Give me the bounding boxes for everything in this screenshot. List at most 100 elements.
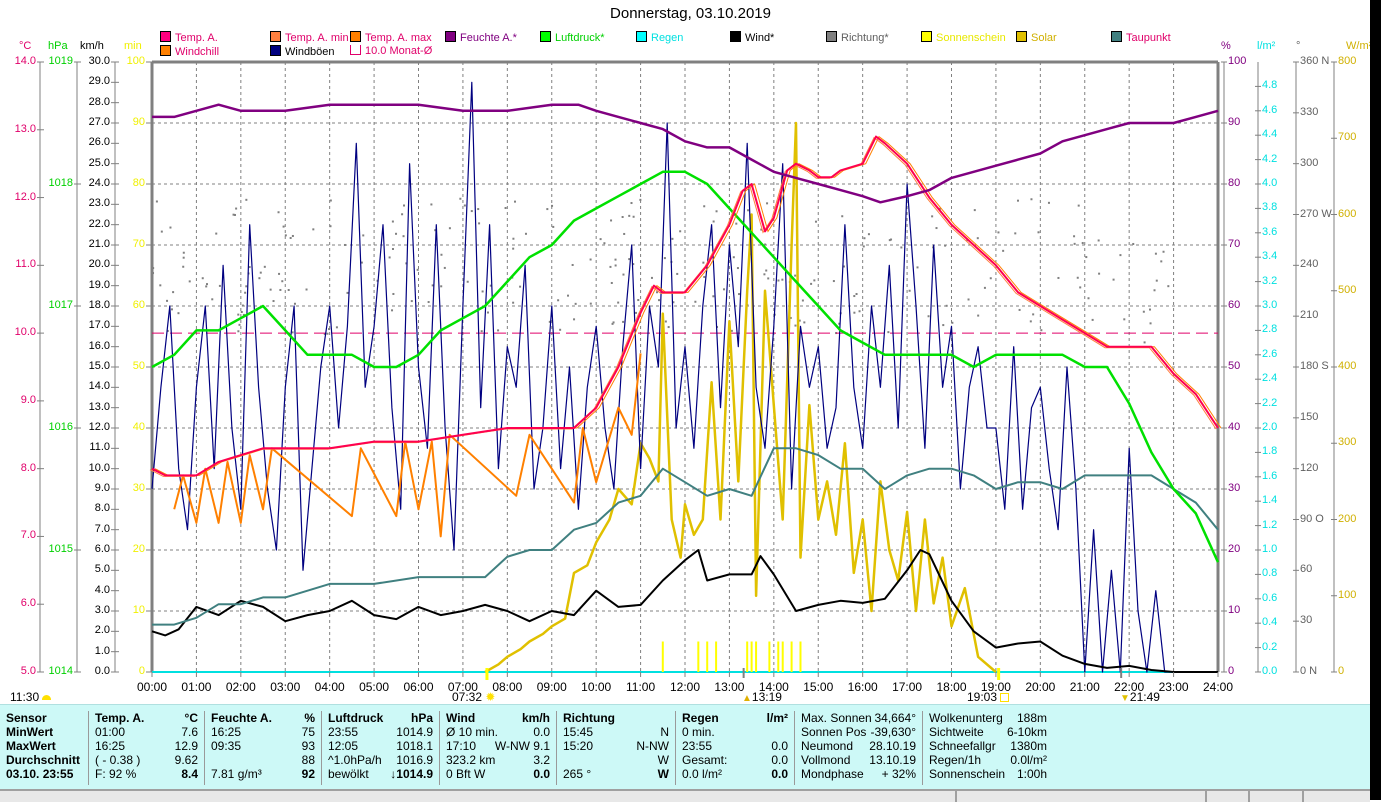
axis-unit-label: hPa [48,40,68,52]
stats-panel: Sensor MinWert MaxWert Durchschnitt 03.1… [0,704,1370,789]
y-tick-label: 1.8 [1262,445,1278,458]
misc-value: 188m [1016,711,1047,725]
direction-point [552,225,555,228]
sunshine-bar [661,641,664,672]
direction-point [1014,232,1017,235]
sunset-time: 19:03 [967,690,998,704]
temp-trend: ( - 0.38 ) [95,753,141,767]
direction-point [559,328,562,331]
direction-point [1132,242,1135,245]
y-tick-label: 7.0 [94,522,110,535]
axis-unit-label: l/m² [1257,40,1276,52]
direction-point [205,285,208,288]
direction-max-time: 15:20 [563,739,594,753]
y-tick-label: 30 [1228,482,1241,494]
direction-point [703,205,706,208]
direction-point [240,310,243,313]
rain-max-value: 0.0 [771,739,788,753]
y-tick-label: 0.8 [1262,567,1278,580]
direction-point [182,251,185,254]
y-tick-label: 50 [1228,360,1241,372]
y-tick-label: 500 [1338,283,1357,296]
direction-point [405,262,408,265]
direction-point [152,267,155,270]
y-tick-label: 30.0 [88,55,110,67]
direction-point [279,288,282,291]
direction-point [650,276,653,279]
y-tick-label: 27.0 [88,116,110,128]
pressure-forecast: bewölkt [328,767,369,781]
direction-point [637,299,640,302]
direction-point [712,220,715,223]
astro-value: 34,664° [874,711,916,725]
y-tick-label: 400 [1338,360,1357,372]
direction-point [242,313,245,316]
direction-point [459,197,462,200]
direction-point [497,329,500,332]
y-tick-label: 3.6 [1262,225,1278,238]
series-solar-line [484,121,997,674]
sunshine-bar [755,641,758,672]
y-tick-label: 1.0 [94,644,110,657]
direction-point [967,298,970,301]
direction-point [514,200,517,203]
direction-point [237,330,240,333]
y-tick-label: 25.0 [88,156,110,169]
sunshine-bar [715,641,718,672]
direction-point [694,300,697,303]
y-tick-label: 11.0 [89,441,110,454]
direction-point [427,301,430,304]
sensor-row-current: 03.10. 23:55 [6,767,74,781]
direction-point [617,301,620,304]
direction-point [908,289,911,292]
direction-point [205,283,208,286]
x-tick-label: 08:00 [492,680,523,694]
direction-point [842,265,845,268]
x-tick-label: 06:00 [403,680,434,694]
direction-point [622,273,625,276]
y-tick-label: 1.2 [1262,518,1278,531]
direction-point [1153,289,1156,292]
direction-point [944,244,947,247]
direction-point [440,253,443,256]
y-tick-label: 40 [1228,421,1241,433]
direction-point [233,213,236,216]
sensor-row-max: MaxWert [6,739,56,753]
humidity-current-value: 92 [301,767,315,781]
direction-point [621,216,624,219]
direction-point [1030,198,1033,201]
direction-point [798,319,801,322]
legend-label: Windchill [175,46,220,58]
y-tick-label: 330 [1300,105,1319,118]
legend-swatch-icon [1016,31,1027,42]
direction-point [504,207,507,210]
direction-point [293,302,296,305]
direction-point [546,208,549,211]
direction-point [360,261,363,264]
y-tick-label: 14.0 [14,55,36,67]
direction-point [853,311,856,314]
direction-point [388,256,391,259]
rain-duration: 0 min. [682,725,715,739]
y-tick-label: 180 S [1300,360,1329,372]
direction-point [1057,276,1060,279]
status-bar-divider [1302,791,1304,802]
x-tick-label: 02:00 [225,680,256,694]
direction-point [481,290,484,293]
direction-point [703,275,706,278]
moonset-marker: ▼21:49 [1120,690,1160,704]
temp-max-time: 16:25 [95,739,126,753]
direction-point [245,285,248,288]
sunshine-bar [697,641,700,672]
rain-current-value: 0.0 [771,767,788,781]
direction-point [1160,260,1163,263]
direction-point [159,284,162,287]
y-tick-label: 100 [1228,55,1247,67]
wind-max-value: W-NW 9.1 [494,739,550,753]
x-tick-label: 15:00 [803,680,834,694]
legend-swatch-icon [540,31,551,42]
y-tick-label: 0.4 [1262,616,1278,629]
direction-point [335,326,338,329]
direction-point [676,272,679,275]
legend-label: Luftdruck* [555,32,605,44]
